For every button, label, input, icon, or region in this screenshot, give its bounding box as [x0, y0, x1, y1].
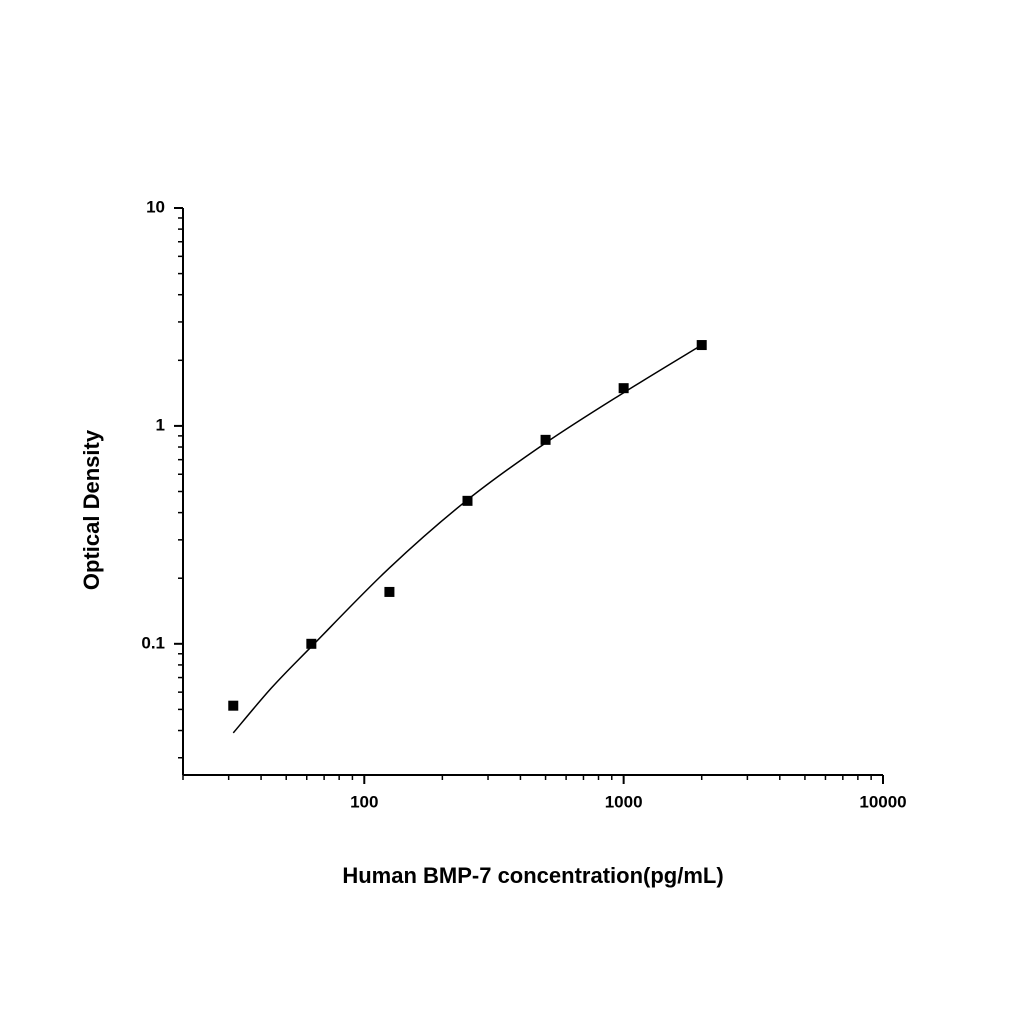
x-tick-label: 1000	[605, 792, 643, 811]
data-point	[384, 586, 395, 597]
y-axis-label: Optical Density	[79, 429, 104, 590]
data-point	[306, 638, 317, 649]
data-point	[540, 434, 551, 445]
data-point	[228, 700, 239, 711]
data-point	[462, 495, 473, 506]
x-tick-label: 10000	[859, 792, 906, 811]
y-tick-label: 0.1	[141, 633, 165, 652]
fit-curve	[232, 344, 703, 734]
data-point	[618, 383, 629, 394]
x-tick-label: 100	[350, 792, 378, 811]
x-axis-label: Human BMP-7 concentration(pg/mL)	[342, 863, 723, 888]
y-tick-label: 1	[156, 415, 165, 434]
y-tick-label: 10	[146, 197, 165, 216]
